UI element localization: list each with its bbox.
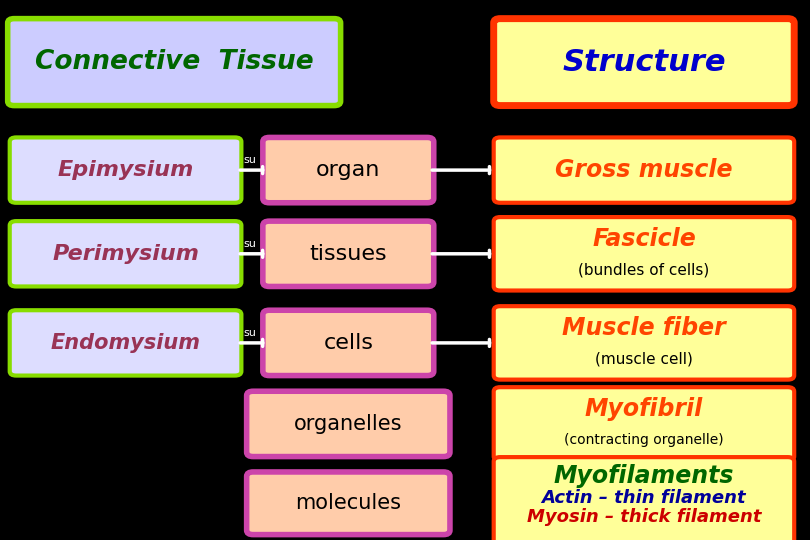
Text: molecules: molecules <box>296 493 401 514</box>
Text: su: su <box>244 155 257 165</box>
FancyBboxPatch shape <box>494 18 794 106</box>
FancyBboxPatch shape <box>494 457 794 540</box>
FancyBboxPatch shape <box>7 18 341 106</box>
FancyBboxPatch shape <box>10 310 241 376</box>
Text: (bundles of cells): (bundles of cells) <box>578 262 710 278</box>
Text: Muscle fiber: Muscle fiber <box>562 316 726 340</box>
Text: su: su <box>244 328 257 338</box>
FancyBboxPatch shape <box>494 387 794 461</box>
FancyBboxPatch shape <box>246 472 450 535</box>
FancyBboxPatch shape <box>262 310 434 376</box>
Text: Connective  Tissue: Connective Tissue <box>35 49 313 75</box>
FancyBboxPatch shape <box>10 221 241 286</box>
Text: su: su <box>244 239 257 248</box>
Text: Myosin – thick filament: Myosin – thick filament <box>526 508 761 526</box>
Text: organ: organ <box>316 160 381 180</box>
FancyBboxPatch shape <box>262 137 434 202</box>
Text: (contracting organelle): (contracting organelle) <box>564 433 724 447</box>
FancyBboxPatch shape <box>262 221 434 286</box>
Text: Perimysium: Perimysium <box>52 244 199 264</box>
Text: (muscle cell): (muscle cell) <box>595 352 693 367</box>
Text: Myofibril: Myofibril <box>585 397 703 421</box>
Text: Structure: Structure <box>562 48 726 77</box>
Text: cells: cells <box>323 333 373 353</box>
FancyBboxPatch shape <box>494 217 794 291</box>
Text: Actin – thin filament: Actin – thin filament <box>542 489 746 507</box>
FancyBboxPatch shape <box>246 391 450 457</box>
FancyBboxPatch shape <box>494 306 794 380</box>
Text: Fascicle: Fascicle <box>592 227 696 251</box>
Text: Endomysium: Endomysium <box>50 333 201 353</box>
Text: Myofilaments: Myofilaments <box>554 464 734 488</box>
FancyBboxPatch shape <box>494 137 794 202</box>
Text: Epimysium: Epimysium <box>58 160 194 180</box>
Text: Gross muscle: Gross muscle <box>555 158 733 182</box>
Text: tissues: tissues <box>309 244 387 264</box>
FancyBboxPatch shape <box>10 137 241 202</box>
Text: organelles: organelles <box>294 414 403 434</box>
